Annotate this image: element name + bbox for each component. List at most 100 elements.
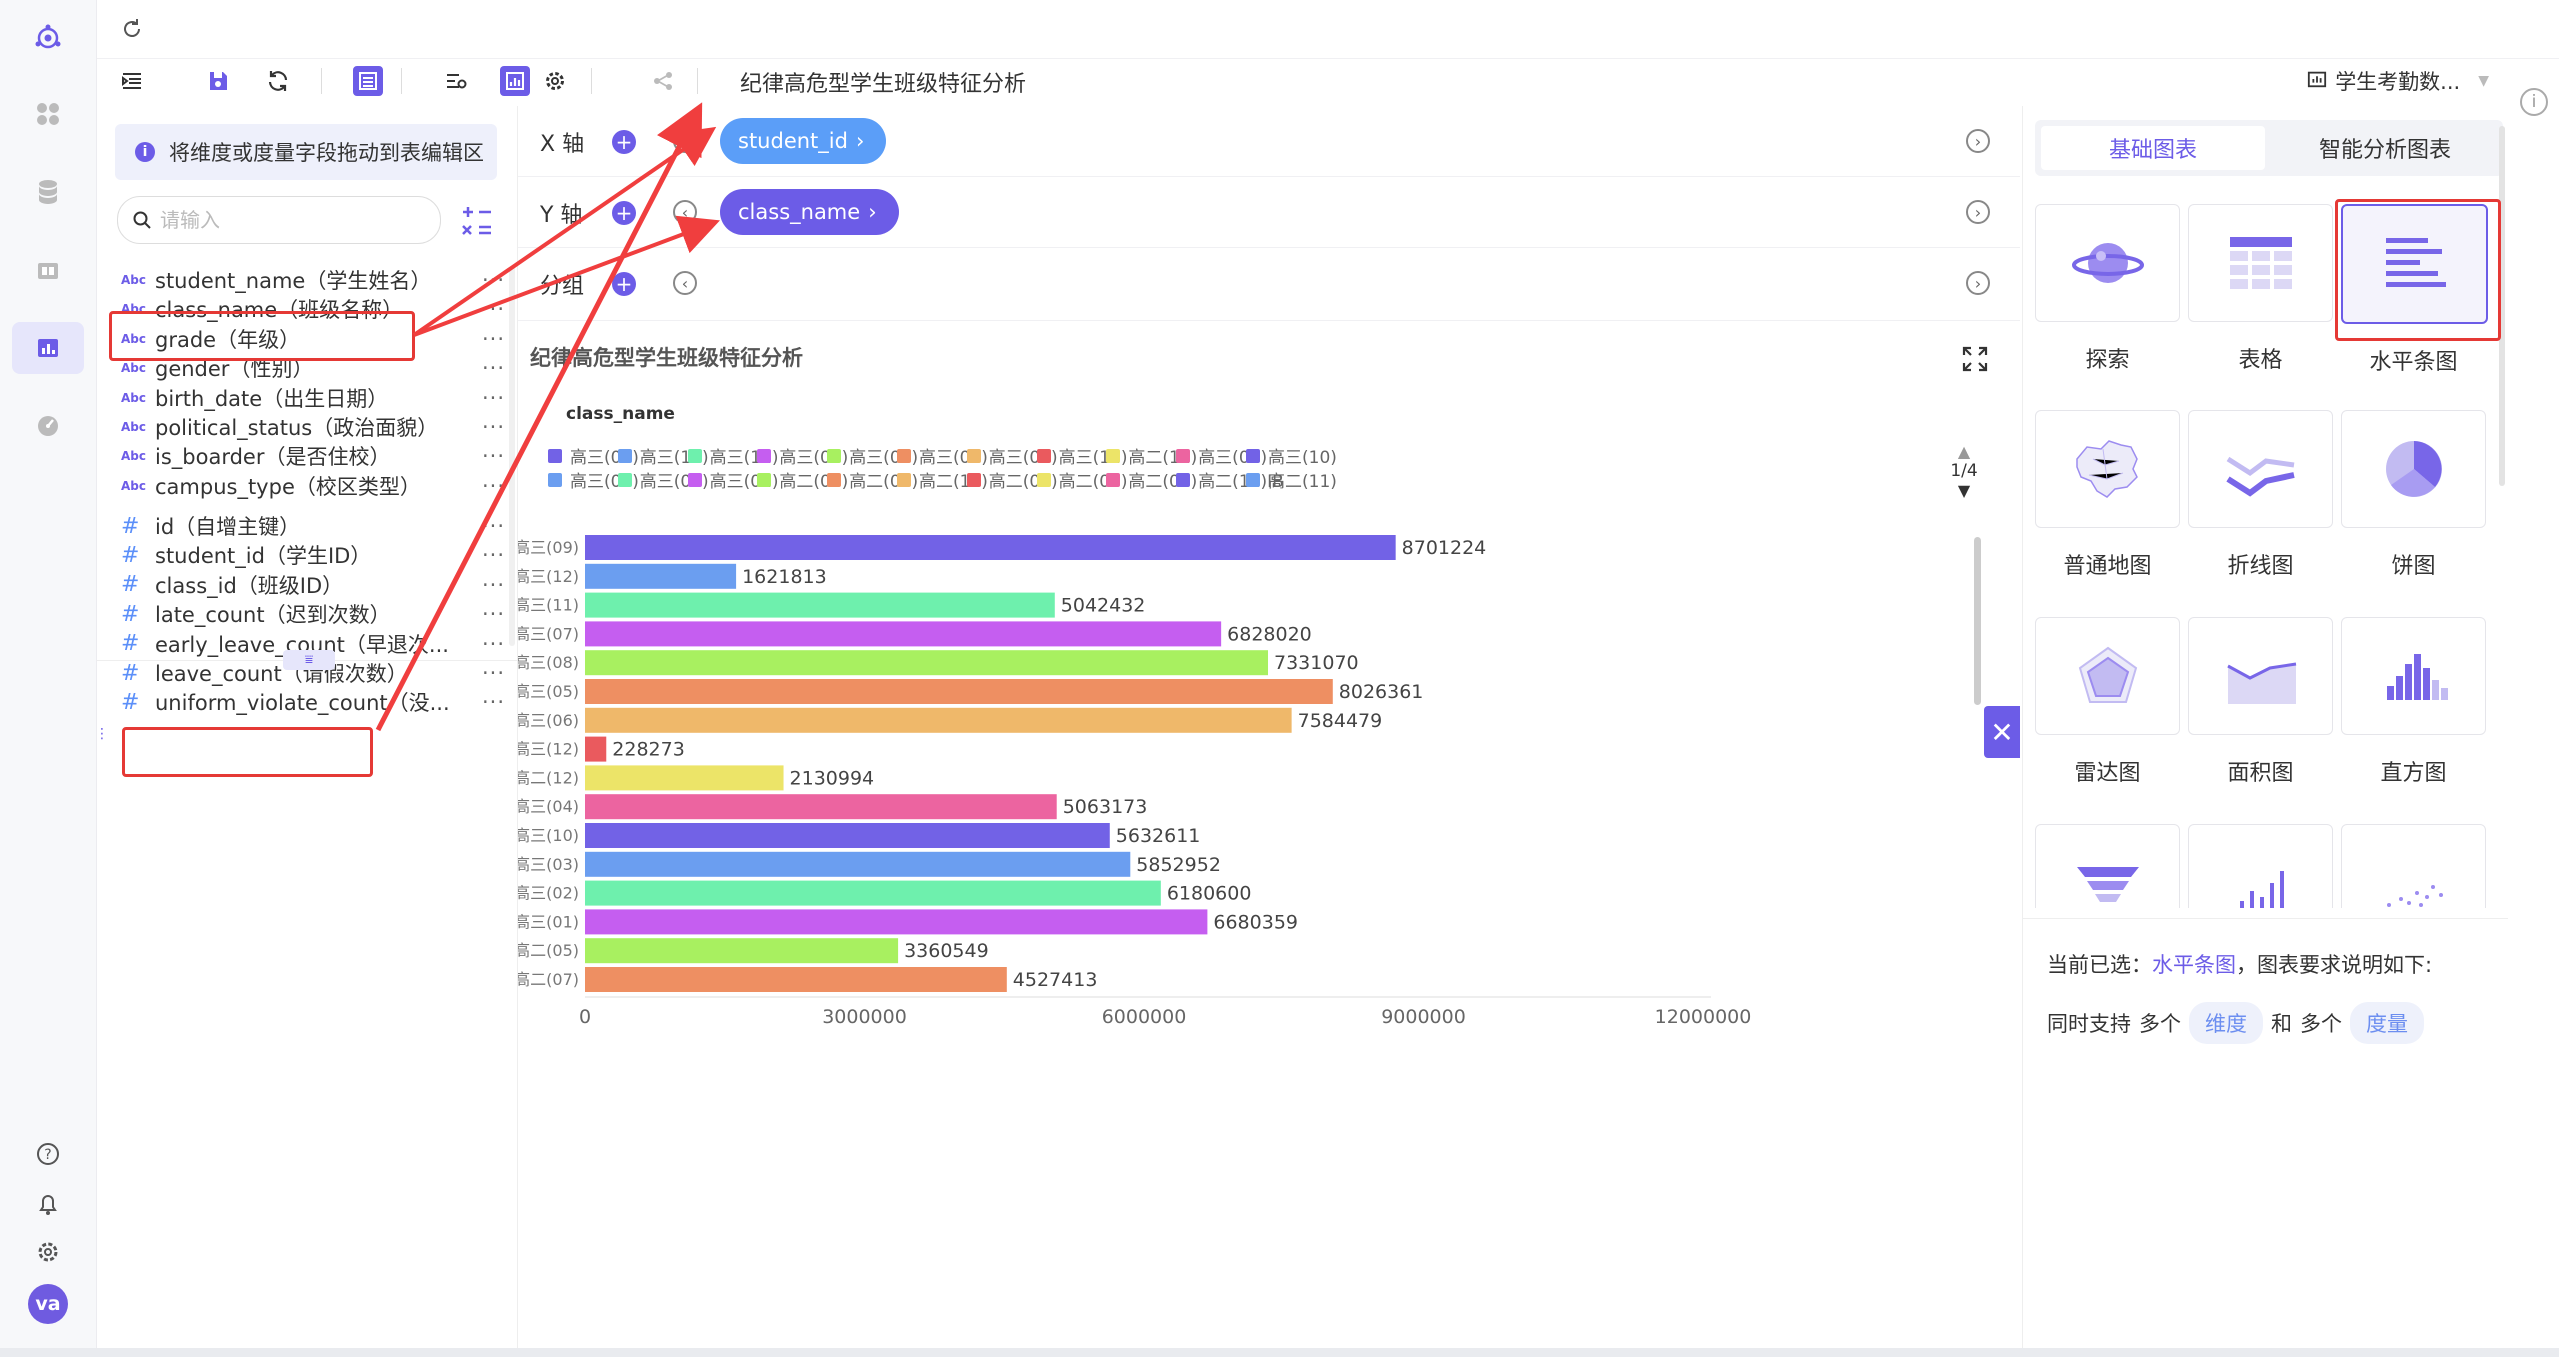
drag-grip-icon[interactable]: ⋮ xyxy=(95,726,109,742)
legend-swatch xyxy=(1176,472,1191,487)
calc-field-icon[interactable] xyxy=(459,202,495,238)
map-icon xyxy=(2075,440,2138,498)
legend-item[interactable]: 高二(11) xyxy=(1246,467,1337,492)
dataset-selector[interactable]: 学生考勤数... ▼ xyxy=(2307,66,2489,96)
field-search[interactable] xyxy=(117,196,441,244)
chart-type-explore[interactable]: 探索 xyxy=(2035,204,2180,373)
more-icon[interactable]: ··· xyxy=(481,385,505,410)
reload-icon[interactable] xyxy=(263,66,293,96)
legend-item[interactable]: 高三(10) xyxy=(1246,443,1337,468)
database-icon[interactable] xyxy=(28,172,68,212)
more-icon[interactable]: ··· xyxy=(481,444,505,469)
dimension-field[interactable]: Abc campus_type（校区类型） ··· xyxy=(121,466,511,506)
value-label: 8701224 xyxy=(1402,537,1487,559)
add-x-field-button[interactable]: + xyxy=(612,130,636,154)
chart-type-scrollbar[interactable] xyxy=(2499,126,2505,486)
bar[interactable] xyxy=(585,621,1222,647)
bar[interactable] xyxy=(585,967,1007,992)
save-icon[interactable] xyxy=(203,66,233,96)
bar[interactable] xyxy=(585,794,1057,820)
chart-type-radar[interactable]: 雷达图 xyxy=(2035,617,2180,786)
chart-scrollbar[interactable] xyxy=(1974,537,1981,705)
more-icon[interactable]: ··· xyxy=(481,326,505,351)
more-icon[interactable]: ··· xyxy=(481,514,505,538)
legend-prev-icon[interactable]: ▲ xyxy=(1957,442,1971,461)
bar[interactable] xyxy=(585,679,1333,704)
dataset-icon[interactable] xyxy=(28,250,68,290)
chart-view-icon[interactable] xyxy=(500,66,530,96)
bar[interactable] xyxy=(585,592,1055,618)
share-icon[interactable] xyxy=(648,66,678,96)
bar[interactable] xyxy=(585,736,607,762)
close-panel-button[interactable]: ✕ xyxy=(1984,706,2020,758)
tab-basic-charts[interactable]: 基础图表 xyxy=(2041,126,2265,170)
dashboard-icon[interactable] xyxy=(28,94,68,134)
more-icon[interactable]: ··· xyxy=(481,297,505,322)
more-icon[interactable]: ··· xyxy=(481,572,505,597)
more-icon[interactable]: ··· xyxy=(481,602,505,627)
collapse-panel-icon[interactable] xyxy=(117,66,147,96)
y-field-pill[interactable]: class_name › xyxy=(720,189,899,235)
more-icon[interactable]: ··· xyxy=(481,543,505,568)
field-scrollbar[interactable] xyxy=(509,266,515,646)
bar[interactable] xyxy=(585,707,1292,733)
bar[interactable] xyxy=(585,938,899,964)
bar[interactable] xyxy=(585,851,1131,877)
measure-type-icon: # xyxy=(121,631,140,657)
gear-icon[interactable] xyxy=(540,66,570,96)
bar[interactable] xyxy=(585,650,1269,676)
legend-item[interactable]: 高二(12)IB xyxy=(1176,467,1284,492)
chevron-right-icon[interactable]: › xyxy=(1966,271,1990,295)
measure-type-icon: # xyxy=(121,542,140,568)
bar[interactable] xyxy=(585,909,1208,935)
bar[interactable] xyxy=(585,535,1396,560)
add-y-field-button[interactable]: + xyxy=(612,201,636,225)
chart-type-scatter[interactable] xyxy=(2341,824,2486,908)
chart-type-table[interactable]: 表格 xyxy=(2188,204,2333,373)
bell-icon[interactable] xyxy=(28,1184,68,1224)
data-view-icon[interactable] xyxy=(353,66,383,96)
settings-icon[interactable] xyxy=(28,1232,68,1272)
refresh-icon[interactable] xyxy=(117,14,147,44)
tab-smart-charts[interactable]: 智能分析图表 xyxy=(2318,138,2451,163)
info-icon[interactable]: i xyxy=(2520,88,2548,116)
chevron-left-icon[interactable]: ‹ xyxy=(673,129,697,153)
search-input[interactable] xyxy=(158,207,412,233)
bar[interactable] xyxy=(585,823,1110,848)
x-field-pill[interactable]: student_id › xyxy=(720,118,887,164)
highlight-horizontal-bar xyxy=(2335,199,2501,341)
chart-type-histogram[interactable]: 直方图 xyxy=(2341,617,2486,786)
chevron-left-icon[interactable]: ‹ xyxy=(673,200,697,224)
filter-settings-icon[interactable] xyxy=(441,66,471,96)
more-icon[interactable]: ··· xyxy=(481,473,505,498)
more-icon[interactable]: ··· xyxy=(481,268,505,292)
help-icon[interactable]: ? xyxy=(28,1134,68,1174)
bar[interactable] xyxy=(585,880,1161,906)
bar[interactable] xyxy=(585,563,737,589)
fullscreen-icon[interactable] xyxy=(1960,344,1990,374)
chart-type-area[interactable]: 面积图 xyxy=(2188,617,2333,786)
chevron-right-icon[interactable]: › xyxy=(1966,129,1990,153)
more-icon[interactable]: ··· xyxy=(481,661,505,685)
more-icon[interactable]: ··· xyxy=(481,356,505,381)
legend-next-icon[interactable]: ▼ xyxy=(1957,481,1971,500)
chart-type-pie[interactable]: 饼图 xyxy=(2341,410,2486,579)
chart-type-column[interactable] xyxy=(2188,824,2333,908)
chart-type-line[interactable]: 折线图 xyxy=(2188,410,2333,579)
splitter-handle-icon[interactable]: ⩸ xyxy=(283,650,335,670)
user-avatar[interactable]: va xyxy=(28,1284,68,1324)
more-icon[interactable]: ··· xyxy=(481,415,505,439)
measure-field[interactable]: # uniform_violate_count（没... ··· xyxy=(121,682,511,722)
chart-type-map[interactable]: 普通地图 xyxy=(2035,410,2180,579)
more-icon[interactable]: ··· xyxy=(481,631,505,656)
more-icon[interactable]: ··· xyxy=(481,690,505,715)
chevron-right-icon[interactable]: › xyxy=(1966,200,1990,224)
chart-editor-icon[interactable] xyxy=(28,328,68,368)
chart-type-funnel[interactable] xyxy=(2035,824,2180,908)
chevron-left-icon[interactable]: ‹ xyxy=(673,271,697,295)
app-logo-icon[interactable] xyxy=(28,18,68,58)
chart-type-horizontal-bar[interactable]: 水平条图 xyxy=(2341,204,2488,375)
gauge-icon[interactable] xyxy=(28,406,68,446)
bar[interactable] xyxy=(585,765,784,791)
add-group-field-button[interactable]: + xyxy=(612,272,636,296)
